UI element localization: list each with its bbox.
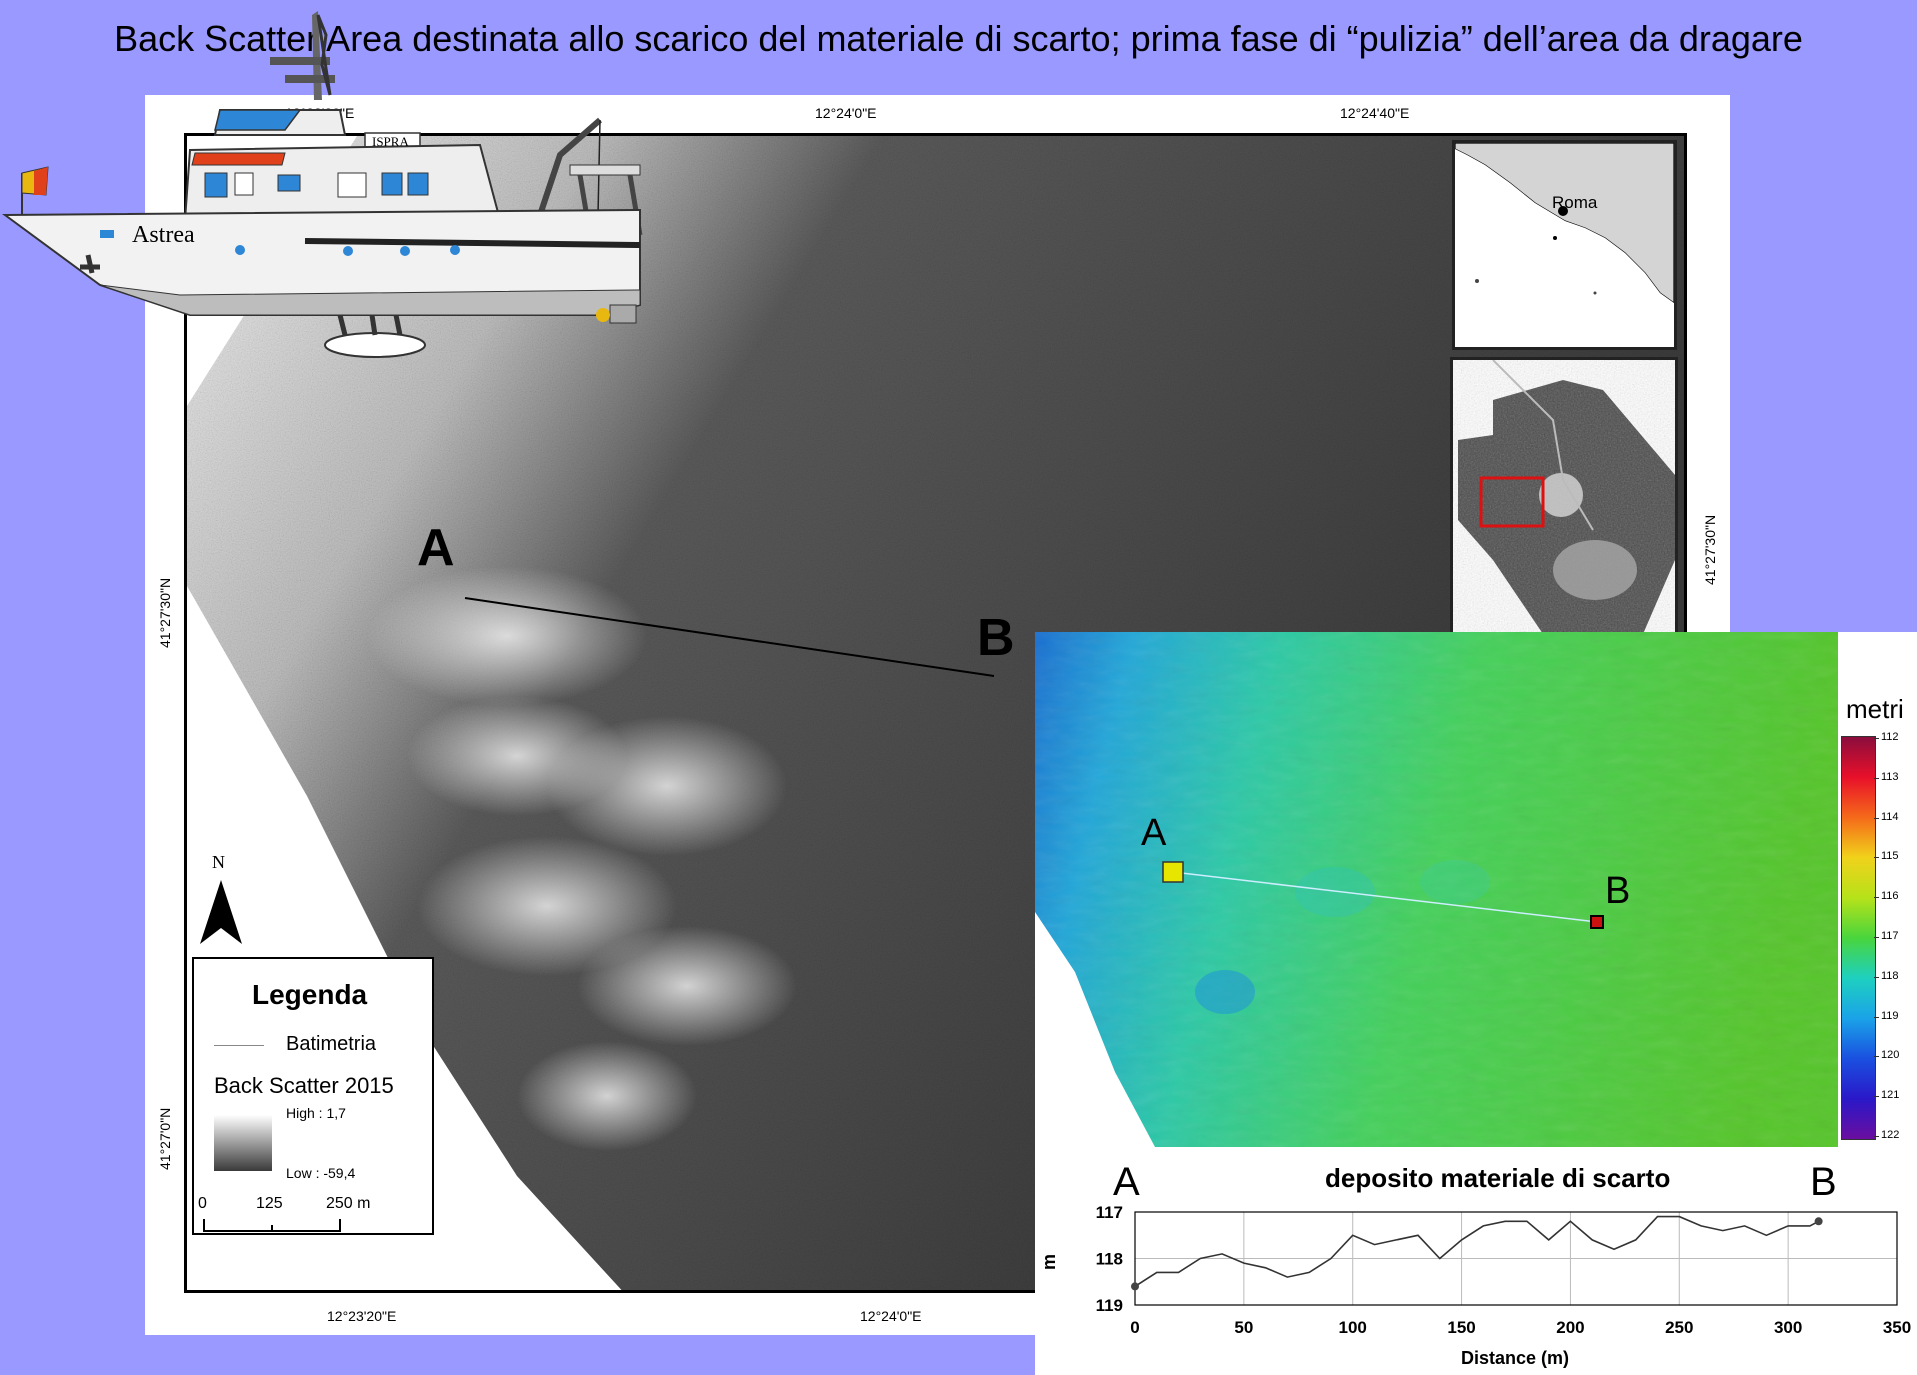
colorbar-title: metri bbox=[1846, 694, 1904, 724]
profile-x-axis-label: Distance (m) bbox=[1461, 1348, 1569, 1368]
inset-city-label: Roma bbox=[1552, 193, 1598, 212]
depth-colorbar: metri 112 113 114 115 116 117 118 119 120 121 122 bbox=[1838, 680, 1917, 1150]
profile-y-axis-label: m bbox=[1039, 1254, 1059, 1270]
scale-label-0: 0 bbox=[198, 1195, 207, 1212]
colorbar-tick-label: 118 bbox=[1881, 969, 1899, 982]
profile-end-point bbox=[1814, 1217, 1823, 1226]
profile-x-tick-label: 200 bbox=[1556, 1318, 1584, 1337]
depth-profile-chart: 0 50 100 150 200 250 300 350 117 118 119 deposito … bbox=[1039, 1160, 1911, 1368]
profile-y-tick-label: 117 bbox=[1096, 1203, 1123, 1222]
scale-bar bbox=[203, 1219, 341, 1232]
survey-overview-inset bbox=[1450, 357, 1678, 637]
bathymetry-map: A B bbox=[1035, 632, 1838, 1147]
location-inset-map: Roma bbox=[1452, 140, 1677, 350]
ship-brand-label: ISPRA bbox=[372, 134, 409, 149]
profile-x-tick-label: 50 bbox=[1234, 1318, 1253, 1337]
profile-title: deposito materiale di scarto bbox=[1325, 1163, 1670, 1193]
colorbar-tick-label: 121 bbox=[1881, 1089, 1900, 1102]
bathymetry-raster bbox=[1035, 632, 1838, 1147]
colorbar-tick-label: 116 bbox=[1881, 890, 1899, 903]
colorbar-tick-mark bbox=[1874, 897, 1879, 899]
colorbar-tick-label: 119 bbox=[1881, 1009, 1899, 1022]
colorbar-tick-mark bbox=[1874, 937, 1879, 938]
legend-line-label: Batimetria bbox=[286, 1033, 377, 1055]
bathy-point-b-marker bbox=[1590, 915, 1604, 929]
colorbar-tick-mark bbox=[1874, 817, 1879, 819]
page-title: Back Scatter Area destinata allo scarico… bbox=[114, 18, 1803, 59]
scale-label-125: 125 bbox=[256, 1195, 283, 1212]
profile-x-tick-label: 350 bbox=[1883, 1318, 1911, 1337]
legend-gradient-swatch bbox=[214, 1115, 272, 1171]
colorbar-tick-label: 113 bbox=[1881, 770, 1899, 783]
bathy-point-b-label: B bbox=[1605, 870, 1631, 912]
colorbar-tick-mark bbox=[1874, 1136, 1879, 1137]
left-coord-1: 41°27'30"N bbox=[157, 577, 173, 648]
profile-x-tick-label: 100 bbox=[1339, 1318, 1367, 1337]
colorbar-tick-mark bbox=[1874, 976, 1879, 978]
map-point-b-label: B bbox=[977, 609, 1015, 667]
colorbar-tick-label: 122 bbox=[1881, 1129, 1900, 1141]
colorbar-tick-mark bbox=[1874, 1096, 1879, 1098]
legend-low-label: Low : -59,4 bbox=[286, 1165, 356, 1181]
colorbar-tick-mark bbox=[1874, 1016, 1879, 1018]
coastline-inset bbox=[1455, 143, 1674, 347]
right-coord-1: 41°27'30"N bbox=[1702, 514, 1718, 585]
profile-label-a: A bbox=[1113, 1160, 1140, 1204]
profile-x-tick-label: 250 bbox=[1665, 1318, 1693, 1337]
colorbar-tick-label: 112 bbox=[1881, 731, 1899, 743]
profile-y-tick-label: 119 bbox=[1096, 1296, 1123, 1315]
colorbar-gradient bbox=[1841, 736, 1876, 1140]
ship-illustration bbox=[1, 11, 643, 358]
profile-x-tick-label: 150 bbox=[1447, 1318, 1475, 1337]
profile-x-tick-label: 300 bbox=[1774, 1318, 1802, 1337]
legend-title: Legenda bbox=[252, 979, 368, 1010]
legend-high-label: High : 1,7 bbox=[286, 1105, 346, 1121]
profile-series-line bbox=[1134, 1215, 1819, 1288]
profile-start-point bbox=[1131, 1282, 1139, 1291]
survey-overview-raster bbox=[1458, 360, 1675, 634]
map-legend: Legenda Batimetria Back Scatter 2015 Hig… bbox=[192, 957, 434, 1235]
bottom-coord-1: 12°23'20"E bbox=[327, 1308, 397, 1324]
scale-label-250: 250 m bbox=[326, 1195, 371, 1212]
north-arrow-icon bbox=[200, 880, 242, 944]
bottom-coord-2: 12°24'0"E bbox=[860, 1308, 922, 1324]
bathy-point-a-marker bbox=[1162, 861, 1184, 883]
profile-label-b: B bbox=[1810, 1160, 1837, 1204]
top-coord-3: 12°24'40"E bbox=[1340, 105, 1410, 121]
profile-y-tick-label: 118 bbox=[1096, 1250, 1123, 1269]
colorbar-tick-label: 114 bbox=[1881, 810, 1899, 823]
north-label: N bbox=[212, 852, 225, 872]
colorbar-tick-label: 120 bbox=[1881, 1049, 1900, 1062]
colorbar-tick-label: 115 bbox=[1881, 850, 1899, 863]
colorbar-tick-mark bbox=[1874, 857, 1879, 859]
legend-raster-label: Back Scatter 2015 bbox=[214, 1073, 394, 1098]
legend-line-swatch bbox=[214, 1045, 264, 1046]
profile-x-tick-label: 0 bbox=[1130, 1318, 1139, 1337]
top-coord-2: 12°24'0"E bbox=[815, 105, 877, 121]
ship-name-label: Astrea bbox=[132, 222, 195, 248]
colorbar-tick-mark bbox=[1874, 1056, 1879, 1058]
inset-study-area-box bbox=[1479, 476, 1545, 528]
colorbar-tick-label: 117 bbox=[1881, 930, 1899, 942]
left-coord-2: 41°27'0"N bbox=[157, 1107, 173, 1170]
map-point-a-label: A bbox=[417, 519, 455, 577]
bathy-point-a-label: A bbox=[1141, 812, 1167, 854]
colorbar-tick-mark bbox=[1874, 738, 1879, 739]
colorbar-tick-mark bbox=[1874, 777, 1879, 779]
